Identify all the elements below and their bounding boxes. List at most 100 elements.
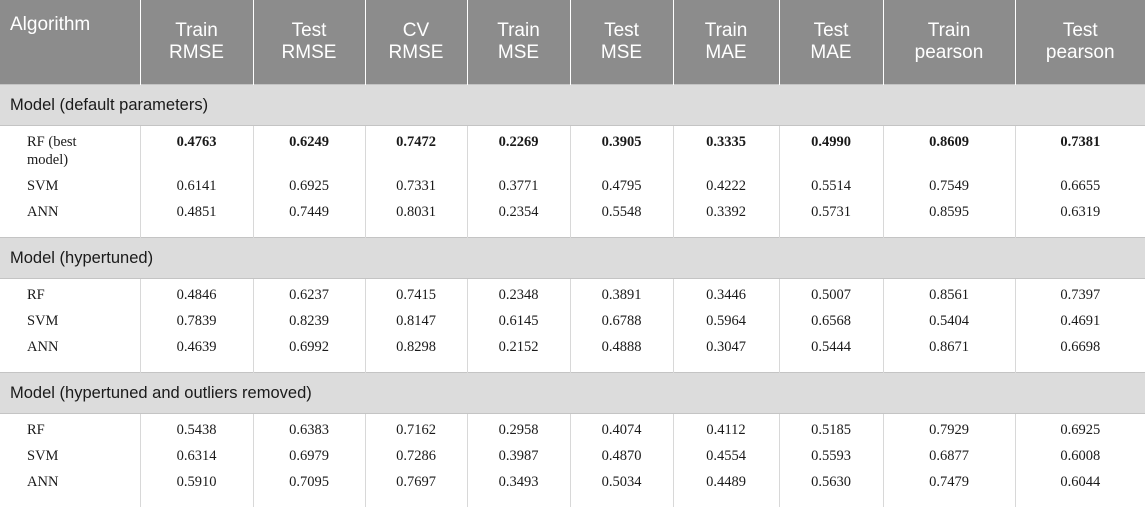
cell-value: 0.7929	[882, 413, 1015, 447]
cell-value: 0.4074	[569, 413, 673, 447]
cell-value: 0.5630	[778, 473, 883, 507]
cell-value: 0.6008	[1014, 447, 1145, 473]
cell-value: 0.4691	[1014, 312, 1145, 338]
cell-value: 0.8609	[882, 125, 1015, 177]
cell-value: 0.4112	[672, 413, 779, 447]
algorithm-name: SVM	[27, 313, 59, 329]
cell-value: 0.8595	[882, 203, 1015, 238]
cell-value: 0.3891	[569, 278, 673, 312]
cell-value: 0.7397	[1014, 278, 1145, 312]
cell-value: 0.3771	[466, 177, 570, 203]
cell-value: 0.3493	[466, 473, 570, 507]
cell-value: 0.4846	[139, 278, 253, 312]
cell-value: 0.8239	[252, 312, 365, 338]
header-test-rmse: Test RMSE	[252, 0, 365, 85]
cell-value: 0.4795	[569, 177, 673, 203]
cell-value: 0.4851	[139, 203, 253, 238]
header-train-mae: Train MAE	[672, 0, 779, 85]
cell-value: 0.3987	[466, 447, 570, 473]
cell-value: 0.6698	[1014, 338, 1145, 373]
cell-value: 0.3392	[672, 203, 779, 238]
header-test-mae: Test MAE	[778, 0, 883, 85]
section-title: Model (hypertuned)	[0, 237, 1145, 279]
cell-value: 0.4554	[672, 447, 779, 473]
table-row: RF (best model) 0.4763 0.6249 0.7472 0.2…	[0, 125, 1145, 177]
cell-value: 0.5438	[139, 413, 253, 447]
cell-value: 0.6237	[252, 278, 365, 312]
section-header: Model (hypertuned and outliers removed)	[0, 372, 1145, 414]
algorithm-name: SVM	[27, 178, 59, 194]
header-algorithm: Algorithm	[0, 0, 140, 85]
cell-value: 0.4990	[778, 125, 883, 177]
cell-value: 0.4222	[672, 177, 779, 203]
cell-value: 0.7162	[364, 413, 467, 447]
cell-value: 0.4888	[569, 338, 673, 373]
header-cv-rmse: CV RMSE	[364, 0, 467, 85]
cell-value: 0.3335	[672, 125, 779, 177]
section-header: Model (hypertuned)	[0, 237, 1145, 279]
cell-value: 0.5548	[569, 203, 673, 238]
table-row: ANN 0.4639 0.6992 0.8298 0.2152 0.4888 0…	[0, 338, 1145, 373]
algorithm-name: ANN	[27, 339, 59, 355]
cell-value: 0.4639	[139, 338, 253, 373]
header-test-pearson: Test pearson	[1014, 0, 1145, 85]
cell-value: 0.6655	[1014, 177, 1145, 203]
cell-value: 0.4763	[139, 125, 253, 177]
cell-value: 0.8298	[364, 338, 467, 373]
header-test-mse: Test MSE	[569, 0, 673, 85]
cell-value: 0.2354	[466, 203, 570, 238]
cell-value: 0.7415	[364, 278, 467, 312]
cell-value: 0.5185	[778, 413, 883, 447]
cell-value: 0.6979	[252, 447, 365, 473]
section-header: Model (default parameters)	[0, 84, 1145, 126]
cell-value: 0.5404	[882, 312, 1015, 338]
cell-value: 0.6568	[778, 312, 883, 338]
table-row: SVM 0.7839 0.8239 0.8147 0.6145 0.6788 0…	[0, 312, 1145, 338]
cell-value: 0.3446	[672, 278, 779, 312]
header-row: Algorithm Train RMSE Test RMSE CV RMSE Trai…	[0, 0, 1145, 85]
algorithm-name: RF	[27, 422, 45, 438]
cell-value: 0.5034	[569, 473, 673, 507]
cell-value: 0.3047	[672, 338, 779, 373]
cell-value: 0.6044	[1014, 473, 1145, 507]
cell-value: 0.8561	[882, 278, 1015, 312]
header-train-pearson: Train pearson	[882, 0, 1015, 85]
cell-value: 0.5593	[778, 447, 883, 473]
cell-value: 0.6383	[252, 413, 365, 447]
cell-value: 0.7549	[882, 177, 1015, 203]
cell-value: 0.2348	[466, 278, 570, 312]
cell-value: 0.6145	[466, 312, 570, 338]
cell-value: 0.8671	[882, 338, 1015, 373]
algorithm-name: SVM	[27, 448, 59, 464]
cell-value: 0.7839	[139, 312, 253, 338]
cell-value: 0.7095	[252, 473, 365, 507]
cell-value: 0.6319	[1014, 203, 1145, 238]
cell-value: 0.8147	[364, 312, 467, 338]
cell-value: 0.7331	[364, 177, 467, 203]
cell-value: 0.6314	[139, 447, 253, 473]
cell-value: 0.6249	[252, 125, 365, 177]
table-row: ANN 0.4851 0.7449 0.8031 0.2354 0.5548 0…	[0, 203, 1145, 238]
header-train-rmse: Train RMSE	[139, 0, 253, 85]
table-row: ANN 0.5910 0.7095 0.7697 0.3493 0.5034 0…	[0, 473, 1145, 507]
cell-value: 0.4489	[672, 473, 779, 507]
cell-value: 0.6141	[139, 177, 253, 203]
cell-value: 0.2152	[466, 338, 570, 373]
cell-value: 0.6925	[1014, 413, 1145, 447]
cell-value: 0.7697	[364, 473, 467, 507]
cell-value: 0.6925	[252, 177, 365, 203]
cell-value: 0.7449	[252, 203, 365, 238]
cell-value: 0.7286	[364, 447, 467, 473]
algorithm-name: ANN	[27, 474, 59, 490]
algorithm-name: RF (best model)	[27, 134, 77, 168]
cell-value: 0.6992	[252, 338, 365, 373]
cell-value: 0.5444	[778, 338, 883, 373]
section-title: Model (default parameters)	[0, 84, 1145, 126]
algorithm-name: RF	[27, 287, 45, 303]
header-train-mse: Train MSE	[466, 0, 570, 85]
cell-value: 0.7472	[364, 125, 467, 177]
cell-value: 0.2958	[466, 413, 570, 447]
table-row: SVM 0.6314 0.6979 0.7286 0.3987 0.4870 0…	[0, 447, 1145, 473]
cell-value: 0.5514	[778, 177, 883, 203]
